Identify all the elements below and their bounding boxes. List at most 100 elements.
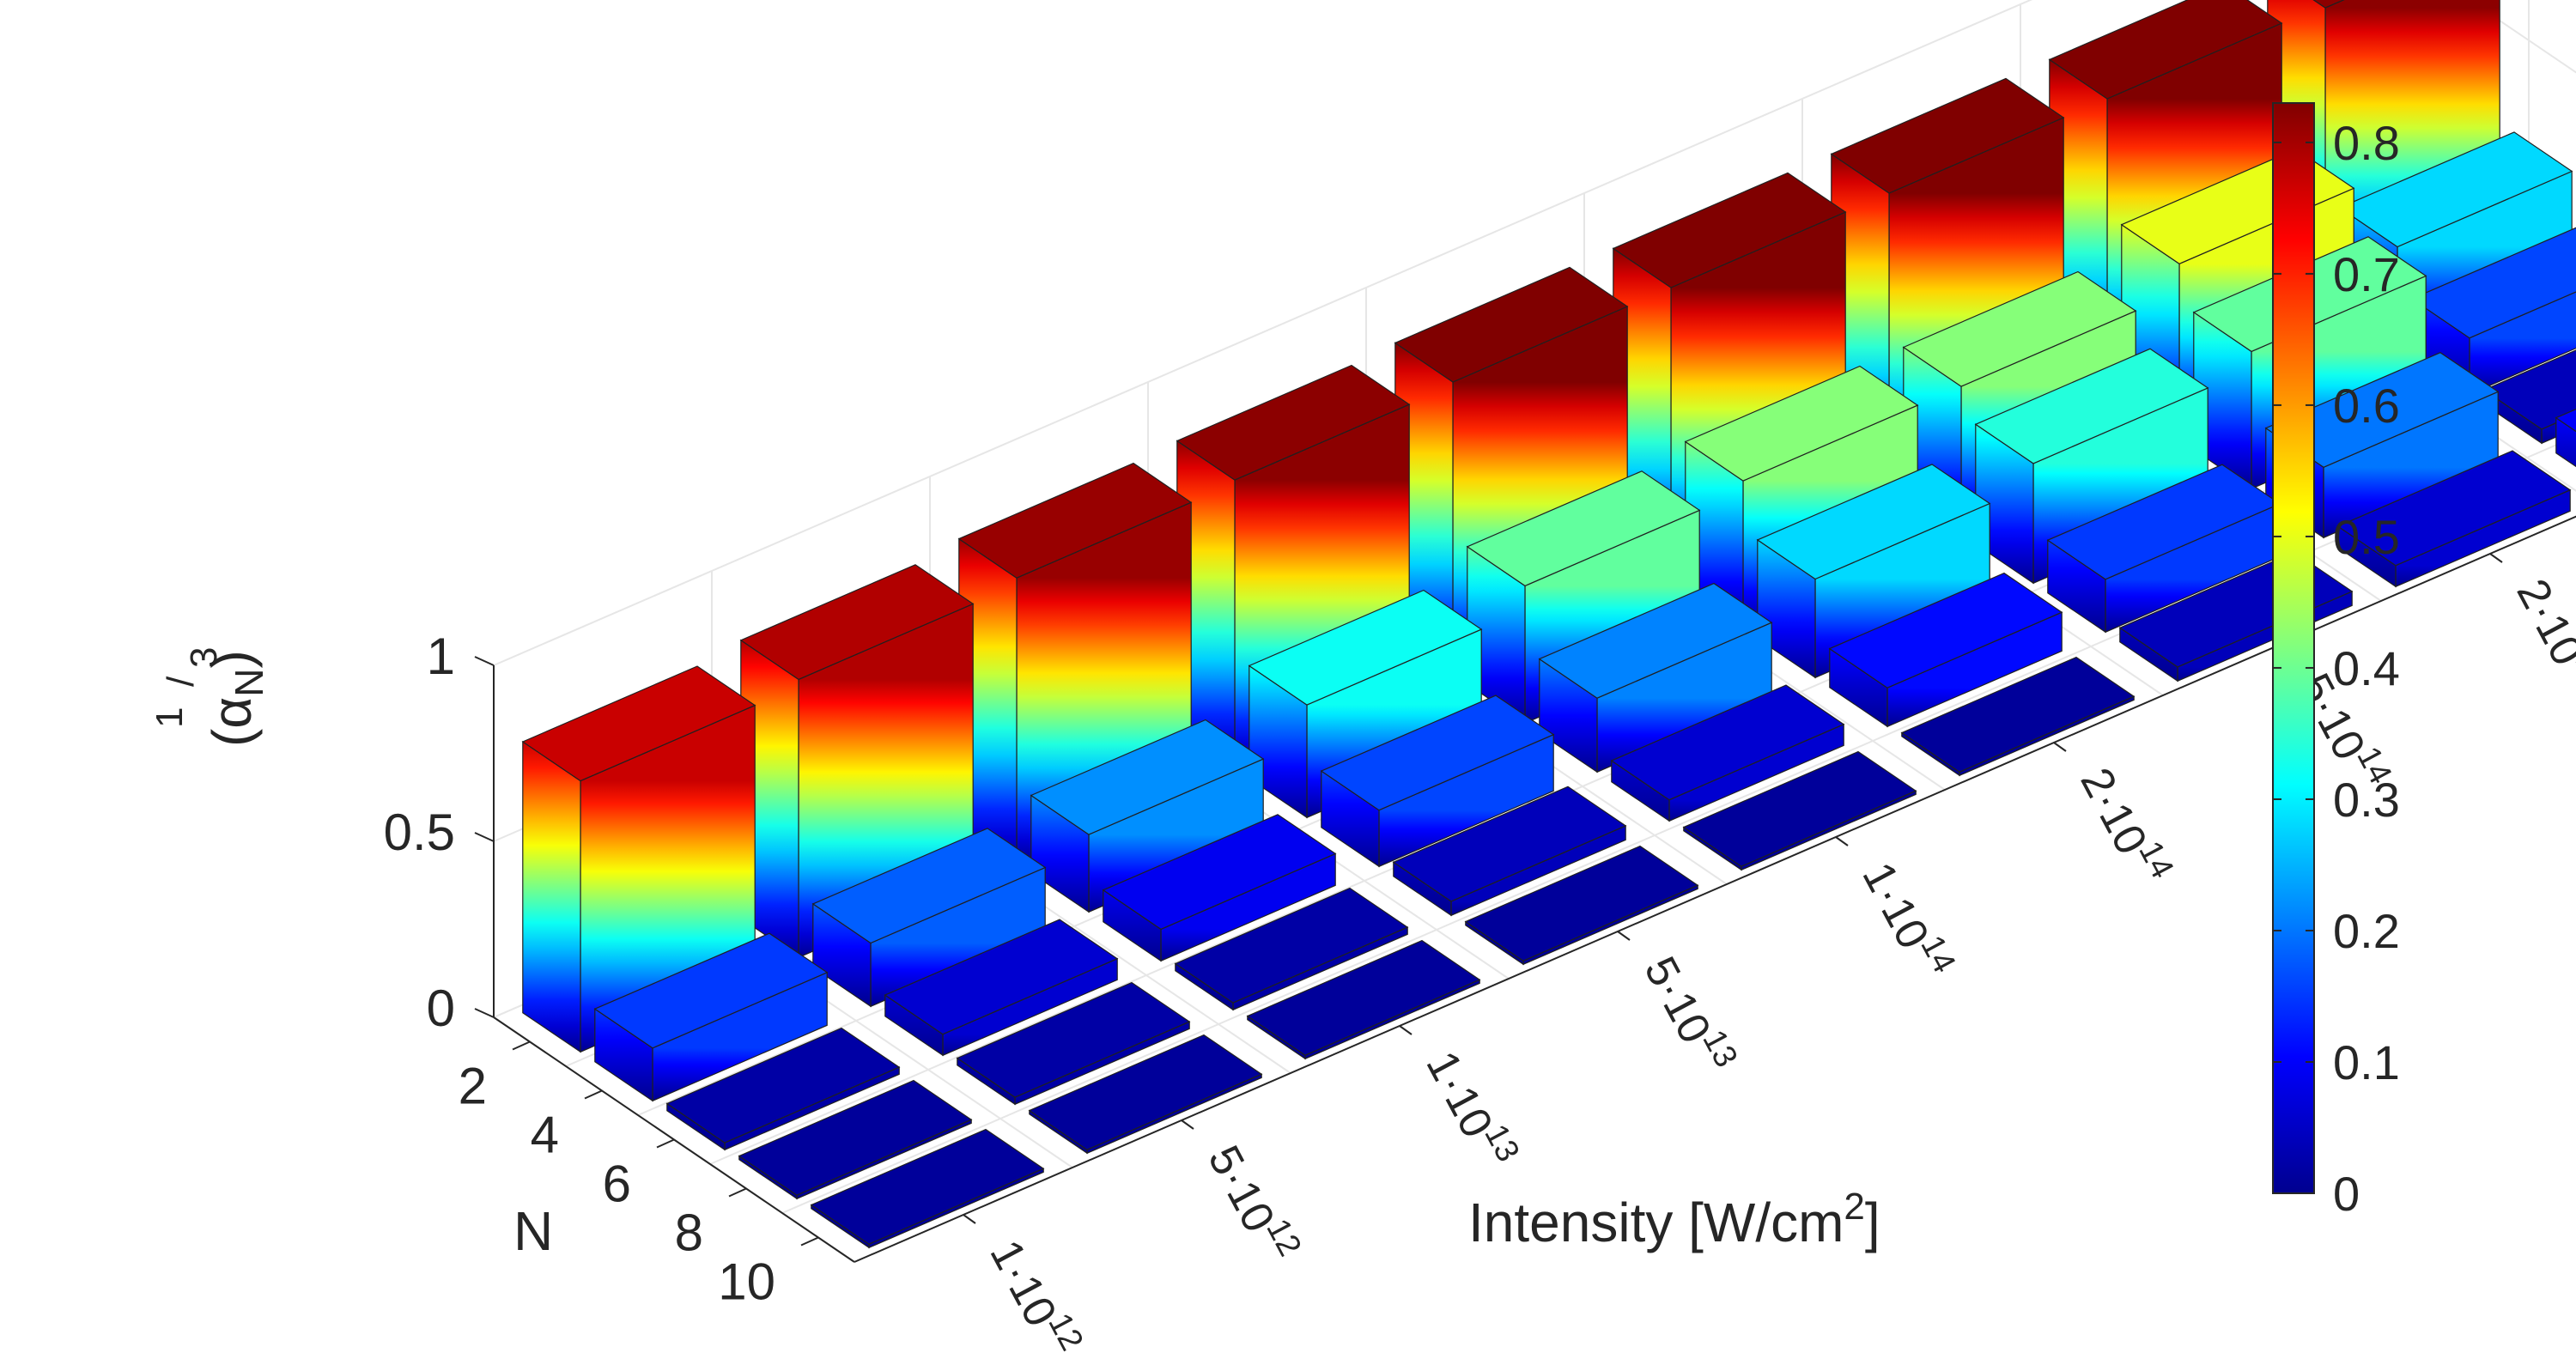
z-tick-label: 1 [427, 628, 455, 685]
bar-top-face [956, 981, 1191, 1098]
z-axis-label: (αN) [201, 650, 271, 747]
bar-top-face [1682, 750, 1917, 867]
bar-top-face [1756, 464, 1991, 580]
bar-top-face [2312, 0, 2345, 9]
bar-top-face [1394, 266, 1629, 383]
x-tick-label: 1·1014 [1852, 851, 1962, 989]
y-axis-label: N [513, 1200, 553, 1262]
bar-top-face [1538, 582, 1773, 699]
bar-top-face [665, 1027, 901, 1144]
bar-top-face [1974, 348, 2209, 464]
y-tick [512, 1040, 531, 1051]
bar-top-face [2410, 227, 2576, 339]
bar-top-face [1610, 684, 1845, 801]
x-tick-label: 5·1013 [1634, 945, 1744, 1083]
bar-side-face [2555, 416, 2576, 468]
bar-top-face [1902, 270, 2137, 387]
bar-n6-i3 [1102, 814, 1337, 962]
bar-n8-i2 [956, 981, 1191, 1106]
bar-top-face [2048, 0, 2283, 100]
bar-n8-i5 [1610, 684, 1845, 822]
grid-line [2467, 0, 2576, 74]
bar-top-face [1102, 814, 1337, 931]
z-tick-label: 0.5 [384, 804, 455, 861]
z-tick [474, 832, 495, 842]
bar-n6-i1 [665, 1027, 901, 1151]
bar-top-face [811, 828, 1047, 944]
colorbar-tick-label: 0.1 [2333, 1035, 2400, 1089]
bar-top-face [810, 1128, 1045, 1245]
y-tick [800, 1236, 819, 1247]
bar-top-face [739, 564, 975, 681]
bar-n8-i1 [738, 1079, 973, 1200]
bar-top-face [1612, 172, 1847, 288]
bar-n10-i2 [1028, 1034, 1263, 1155]
bar-n8-i7 [2046, 464, 2281, 634]
y-tick-label: 10 [718, 1253, 775, 1311]
colorbar-tick-label: 0.8 [2333, 116, 2400, 170]
x-tick-label: 2·1014 [2070, 756, 2180, 895]
bar-top-face [1028, 1034, 1263, 1150]
colorbar-tick-label: 0.3 [2333, 773, 2400, 827]
z-axis-exp-slash: / [160, 676, 202, 687]
bar-n6-i4 [1320, 695, 1555, 868]
y-tick-label: 8 [675, 1204, 703, 1262]
colorbar-tick-label: 0.7 [2333, 247, 2400, 301]
y-tick [656, 1138, 675, 1149]
bar-top-face [2338, 131, 2573, 248]
bar-top-face [1392, 786, 1627, 902]
colorbar: 0 0.1 0.2 0.3 0.4 0.5 0.6 0.7 0.8 [2272, 102, 2400, 1221]
colorbar-tick-label: 0.5 [2333, 510, 2400, 564]
x-tick [2053, 742, 2067, 752]
bar-top-face [738, 1079, 973, 1196]
bar-top-face [521, 665, 756, 782]
x-tick [1399, 1025, 1413, 1035]
y-tick [728, 1187, 747, 1198]
bar-n10-i5 [1682, 750, 1917, 871]
bar-top-face [1466, 470, 1701, 587]
bar-n10-i1 [810, 1128, 1045, 1249]
x-tick-label: 1·1013 [1416, 1040, 1526, 1178]
y-tick-label: 6 [603, 1156, 631, 1213]
bar-n4-i2 [811, 828, 1047, 1008]
bar-top-face [1320, 695, 1555, 811]
bar-n10-i4 [1464, 845, 1699, 966]
z-axis-exp-num: 1 [149, 707, 191, 728]
x-tick-label: 5·1012 [1198, 1134, 1308, 1272]
y-tick-label: 4 [531, 1107, 559, 1164]
bar-n10-i6 [1900, 656, 2136, 777]
x-tick [963, 1214, 976, 1224]
bar-n10-i8 [2336, 450, 2572, 588]
x-tick [2489, 553, 2503, 563]
bar-n8-i6 [1828, 572, 2063, 728]
x-tick-label: 2·1015 [2506, 567, 2576, 706]
z-axis-exp-den: 3 [183, 647, 225, 668]
bar-top-face [1174, 887, 1409, 1004]
grid-line [493, 0, 2033, 666]
bar-side-face [522, 740, 581, 1053]
colorbar-tick-label: 0.6 [2333, 379, 2400, 433]
z-tick [474, 1008, 495, 1018]
bar-top-face [593, 932, 829, 1049]
z-tick-label: 0 [427, 980, 455, 1037]
bar-top-face [1900, 656, 2136, 773]
bar-top-face [1684, 365, 1919, 482]
bar-top-face [957, 462, 1193, 579]
bar-top-face [1030, 719, 1265, 835]
bar-top-face [1248, 589, 1483, 706]
bar-n10-i9 [2555, 408, 2576, 468]
bars [521, 0, 2576, 1249]
bar-top-face [884, 919, 1119, 1035]
x-axis-label: Intensity [W/cm2] [1468, 1186, 1880, 1253]
z-tick [474, 656, 495, 666]
bar-top-face [2555, 408, 2576, 433]
bar-top-face [1176, 364, 1411, 481]
bar-n4-i1 [593, 932, 829, 1102]
bar-n6-i2 [884, 919, 1119, 1057]
bar-n6-i6 [1756, 464, 1991, 679]
bar-top-face [2336, 450, 2572, 567]
x-tick [1617, 931, 1631, 941]
bar-n8-i3 [1174, 887, 1409, 1011]
x-tick [1181, 1119, 1194, 1130]
